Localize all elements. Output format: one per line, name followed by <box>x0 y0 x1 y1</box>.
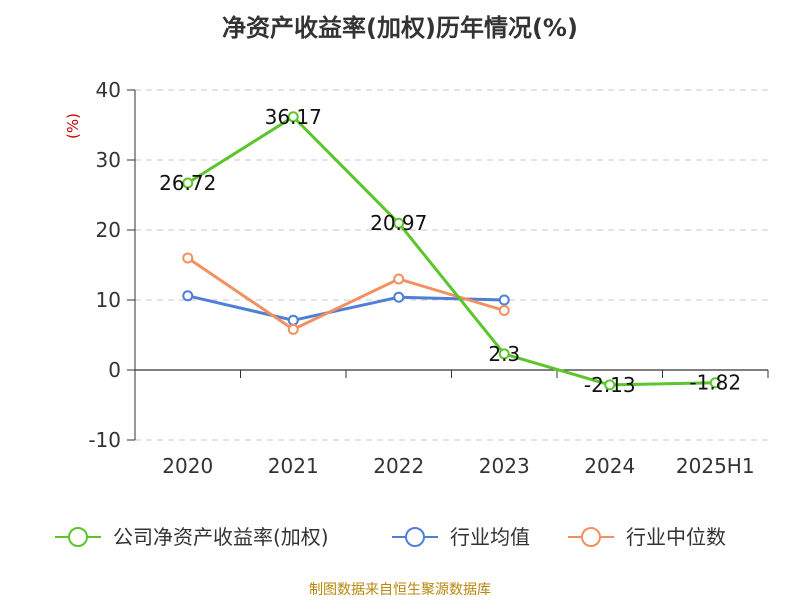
legend-marker <box>68 527 88 547</box>
data-label: -1.82 <box>689 371 741 395</box>
y-tick-label: 20 <box>96 218 121 242</box>
data-point <box>393 217 405 229</box>
data-point <box>498 348 510 360</box>
series-group <box>182 111 721 391</box>
data-point <box>287 323 299 335</box>
y-tick-label: -10 <box>88 428 121 452</box>
y-tick-label: 10 <box>96 288 121 312</box>
data-label: 26.72 <box>159 171 216 195</box>
data-label: 36.17 <box>265 105 322 129</box>
series-line <box>187 294 505 322</box>
data-point <box>393 291 405 303</box>
data-point <box>393 273 405 285</box>
grid-lines <box>135 89 768 441</box>
data-labels: 26.72 36.17 20.97 2.3 -2.13 -1.82 <box>159 105 741 397</box>
chart-title: 净资产收益率(加权)历年情况(%) <box>222 14 578 42</box>
data-point <box>498 294 510 306</box>
data-point <box>182 252 194 264</box>
legend-label: 行业中位数 <box>626 525 726 549</box>
data-point <box>182 290 194 302</box>
series-line <box>186 115 716 387</box>
legend-marker <box>581 527 601 547</box>
y-tick-label: 0 <box>108 358 121 382</box>
data-label: -2.13 <box>584 373 636 397</box>
axes: -10 0 10 20 30 40 2020 2021 2022 2023 2024 2025H1 <box>88 78 769 478</box>
y-tick-label: 30 <box>96 148 121 172</box>
legend-marker <box>405 527 425 547</box>
legend-label: 公司净资产收益率(加权) <box>113 525 329 549</box>
data-point <box>604 379 616 391</box>
x-tick-label: 2025H1 <box>676 454 755 478</box>
x-tick-label: 2024 <box>584 454 635 478</box>
x-tick-label: 2022 <box>373 454 424 478</box>
x-tick-label: 2020 <box>162 454 213 478</box>
legend-label: 行业均值 <box>450 525 530 549</box>
data-label: 20.97 <box>370 211 427 235</box>
x-tick-label: 2023 <box>479 454 530 478</box>
data-label: 2.3 <box>488 342 520 366</box>
series-line <box>186 256 505 331</box>
data-point <box>287 111 299 123</box>
x-tick-label: 2021 <box>268 454 319 478</box>
y-tick-label: 40 <box>96 78 121 102</box>
data-point <box>498 305 510 316</box>
data-point <box>182 177 194 189</box>
data-point <box>287 314 299 326</box>
y-axis-unit: (%) <box>64 113 82 139</box>
legend: 公司净资产收益率(加权) 行业均值 行业中位数 <box>55 525 726 549</box>
data-point <box>709 377 721 389</box>
source-note: 制图数据来自恒生聚源数据库 <box>309 582 491 598</box>
